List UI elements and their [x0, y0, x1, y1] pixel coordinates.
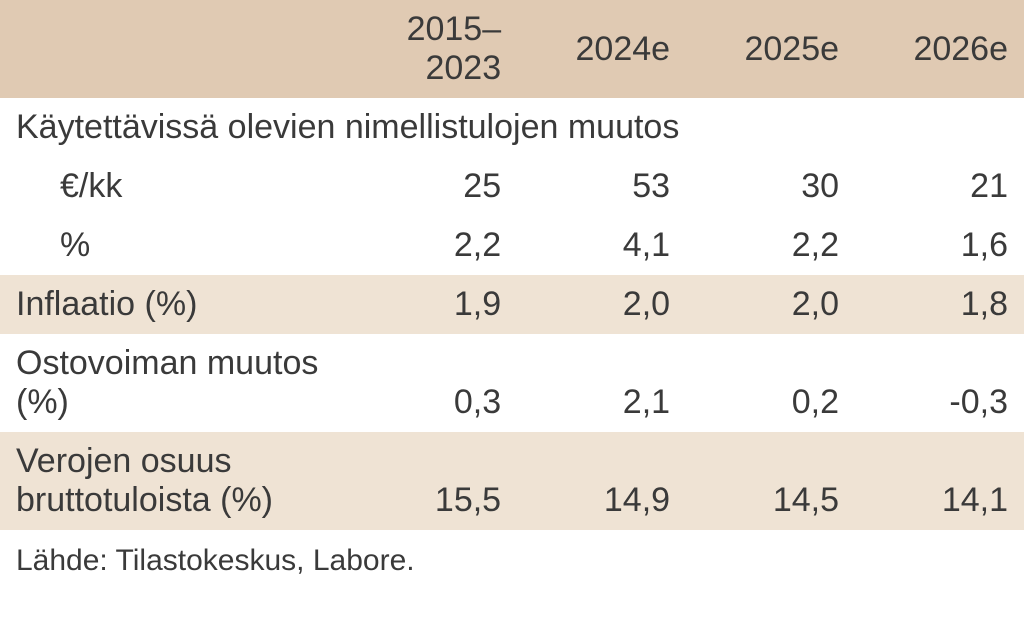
cell-value: 1,9: [348, 275, 517, 334]
section-title-row: Käytettävissä olevien nimellistulojen mu…: [0, 98, 1024, 157]
col-header-2026e: 2026e: [855, 0, 1024, 98]
col-header-2024e: 2024e: [517, 0, 686, 98]
table-row: Inflaatio (%)1,92,02,01,8: [0, 275, 1024, 334]
col-header-period: 2015–2023: [348, 0, 517, 98]
table-row: Verojen osuus bruttotuloista (%)15,514,9…: [0, 432, 1024, 530]
table-body: Käytettävissä olevien nimellistulojen mu…: [0, 98, 1024, 530]
row-label: €/kk: [0, 157, 348, 216]
cell-value: 25: [348, 157, 517, 216]
cell-value: 2,1: [517, 334, 686, 432]
cell-value: 14,9: [517, 432, 686, 530]
cell-value: 2,2: [348, 216, 517, 275]
row-label: Ostovoiman muutos (%): [0, 334, 348, 432]
cell-value: 15,5: [348, 432, 517, 530]
col-header-blank: [0, 0, 348, 98]
cell-value: 2,0: [686, 275, 855, 334]
cell-value: 2,2: [686, 216, 855, 275]
cell-value: 30: [686, 157, 855, 216]
row-label: Inflaatio (%): [0, 275, 348, 334]
table-row: %2,24,12,21,6: [0, 216, 1024, 275]
table-row: €/kk25533021: [0, 157, 1024, 216]
cell-value: 53: [517, 157, 686, 216]
section-title: Käytettävissä olevien nimellistulojen mu…: [0, 98, 1024, 157]
row-label: Verojen osuus bruttotuloista (%): [0, 432, 348, 530]
row-label: %: [0, 216, 348, 275]
cell-value: 1,6: [855, 216, 1024, 275]
cell-value: -0,3: [855, 334, 1024, 432]
cell-value: 14,1: [855, 432, 1024, 530]
table-row: Ostovoiman muutos (%)0,32,10,2-0,3: [0, 334, 1024, 432]
cell-value: 0,3: [348, 334, 517, 432]
economic-data-table: 2015–2023 2024e 2025e 2026e Käytettäviss…: [0, 0, 1024, 530]
cell-value: 14,5: [686, 432, 855, 530]
source-note: Lähde: Tilastokeskus, Labore.: [0, 530, 1024, 578]
cell-value: 2,0: [517, 275, 686, 334]
col-header-2025e: 2025e: [686, 0, 855, 98]
table-header-row: 2015–2023 2024e 2025e 2026e: [0, 0, 1024, 98]
cell-value: 0,2: [686, 334, 855, 432]
cell-value: 4,1: [517, 216, 686, 275]
cell-value: 1,8: [855, 275, 1024, 334]
cell-value: 21: [855, 157, 1024, 216]
